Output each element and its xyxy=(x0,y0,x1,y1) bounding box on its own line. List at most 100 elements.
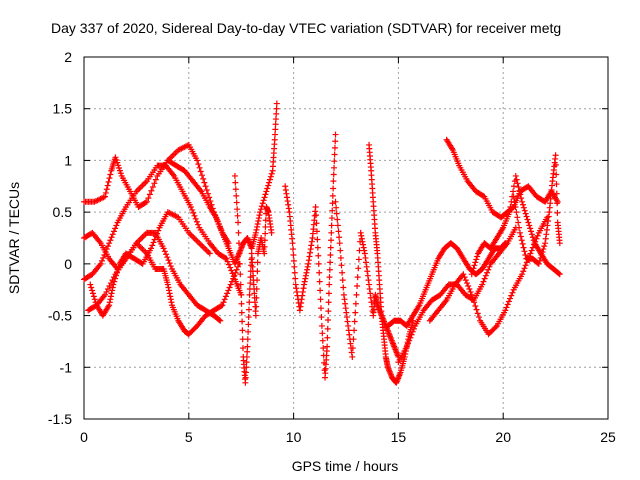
data-point xyxy=(216,317,223,324)
data-point xyxy=(351,318,358,325)
data-point xyxy=(142,179,149,186)
data-point xyxy=(254,259,261,266)
data-point xyxy=(505,298,512,305)
data-point xyxy=(243,353,250,360)
y-axis-label: SDTVAR / TECUs xyxy=(6,182,22,294)
data-point xyxy=(331,158,338,165)
y-tick-label: 0 xyxy=(64,256,72,272)
data-point xyxy=(165,257,172,264)
data-point xyxy=(134,241,141,248)
data-point xyxy=(515,184,522,191)
data-point xyxy=(261,237,268,244)
data-point xyxy=(317,296,324,303)
data-point xyxy=(473,306,480,313)
data-point xyxy=(327,251,334,258)
data-point xyxy=(336,240,343,247)
data-point xyxy=(333,204,340,211)
data-point xyxy=(521,248,528,255)
data-point xyxy=(353,291,360,298)
data-point xyxy=(137,235,144,242)
data-point xyxy=(261,194,268,201)
data-point xyxy=(244,336,251,343)
plot-frame xyxy=(83,56,609,420)
data-point xyxy=(267,173,274,180)
data-point xyxy=(350,336,357,343)
data-point xyxy=(136,237,143,244)
data-point xyxy=(355,265,362,272)
data-point xyxy=(266,176,273,183)
data-point xyxy=(190,209,197,216)
data-point xyxy=(268,170,275,177)
x-tick-label: 20 xyxy=(495,429,511,445)
data-point xyxy=(253,294,260,301)
data-point xyxy=(148,187,155,194)
data-point xyxy=(236,250,243,257)
data-point xyxy=(191,212,198,219)
series-track-i xyxy=(332,198,402,360)
data-point xyxy=(522,210,529,217)
data-point xyxy=(237,281,244,288)
data-point xyxy=(473,256,480,263)
data-point xyxy=(92,299,99,306)
data-point xyxy=(554,209,561,216)
data-point xyxy=(104,285,111,292)
data-point xyxy=(482,272,489,279)
data-point xyxy=(220,299,227,306)
series-track-g xyxy=(231,172,275,386)
data-point xyxy=(115,162,122,169)
data-point xyxy=(234,206,241,213)
data-point xyxy=(242,379,249,386)
data-point xyxy=(313,212,320,219)
y-tick-label: -1.5 xyxy=(48,411,72,427)
data-point xyxy=(518,195,525,202)
data-point xyxy=(468,291,475,298)
data-point xyxy=(227,281,234,288)
data-point xyxy=(203,186,210,193)
data-point xyxy=(101,193,108,200)
data-point xyxy=(471,262,478,269)
data-point xyxy=(164,254,171,261)
data-point xyxy=(245,321,252,328)
data-point xyxy=(150,239,157,246)
data-point xyxy=(329,192,336,199)
data-point xyxy=(201,179,208,186)
data-point xyxy=(292,275,299,282)
data-point xyxy=(227,264,234,271)
data-point xyxy=(469,268,476,275)
data-point xyxy=(262,191,269,198)
data-point xyxy=(225,261,232,268)
data-point xyxy=(160,245,167,252)
data-point xyxy=(316,278,323,285)
data-point xyxy=(410,325,417,332)
data-point xyxy=(196,164,203,171)
data-point xyxy=(189,206,196,213)
data-point xyxy=(331,151,338,158)
data-point xyxy=(218,302,225,309)
data-point xyxy=(512,172,519,179)
data-point xyxy=(193,218,200,225)
data-point xyxy=(252,312,259,319)
data-point xyxy=(327,244,334,251)
data-point xyxy=(113,272,120,279)
data-point xyxy=(516,229,523,236)
data-point xyxy=(465,283,472,290)
data-point xyxy=(326,281,333,288)
data-point xyxy=(272,131,279,138)
data-point xyxy=(472,302,479,309)
data-point xyxy=(334,216,341,223)
data-point xyxy=(202,183,209,190)
data-point xyxy=(519,240,526,247)
data-point xyxy=(539,249,546,256)
data-point xyxy=(219,302,226,309)
data-point xyxy=(336,234,343,241)
data-point xyxy=(111,278,118,285)
data-point xyxy=(110,228,117,235)
data-point xyxy=(314,244,321,251)
data-point xyxy=(554,200,561,207)
y-tick-label: -1 xyxy=(60,359,73,375)
data-point xyxy=(514,180,521,187)
data-point xyxy=(337,247,344,254)
data-point xyxy=(195,221,202,228)
data-point xyxy=(262,217,269,224)
